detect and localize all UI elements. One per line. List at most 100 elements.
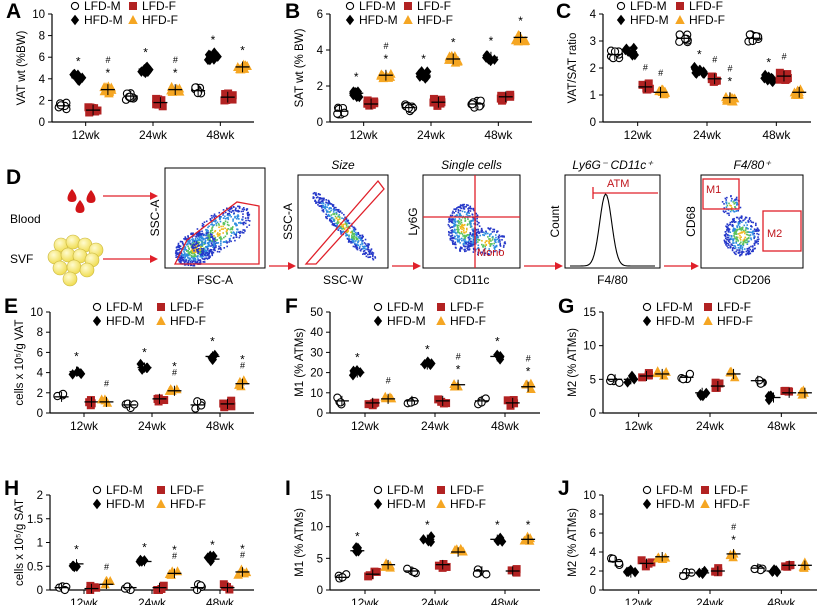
event-dot xyxy=(477,228,479,231)
event-dot xyxy=(188,247,190,249)
event-dot xyxy=(203,247,205,249)
event-dot xyxy=(192,249,194,252)
event-dot xyxy=(324,204,327,206)
point-hfd-m xyxy=(629,42,638,54)
point-lfd-m xyxy=(750,564,759,574)
event-dot xyxy=(449,227,452,229)
event-dot xyxy=(736,225,738,227)
event-dot xyxy=(454,243,457,246)
event-dot xyxy=(175,249,178,251)
event-dot xyxy=(193,240,196,243)
event-dot xyxy=(457,210,460,212)
panel-label: J xyxy=(558,477,570,500)
event-dot xyxy=(331,204,334,206)
event-dot xyxy=(238,210,240,213)
event-dot xyxy=(746,243,749,245)
event-dot xyxy=(194,251,197,253)
event-dot xyxy=(226,229,228,232)
event-dot xyxy=(729,246,732,248)
event-dot xyxy=(204,254,207,256)
event-dot xyxy=(205,252,207,254)
event-dot xyxy=(750,225,752,227)
y-tick-label: 6 xyxy=(590,528,596,540)
event-dot xyxy=(476,214,479,217)
event-dot xyxy=(234,215,236,218)
event-dot xyxy=(367,246,370,248)
event-dot xyxy=(463,203,466,206)
event-dot xyxy=(200,255,203,258)
event-dot xyxy=(183,261,186,264)
event-dot xyxy=(350,240,352,243)
event-dot xyxy=(195,243,197,245)
event-dot xyxy=(454,241,457,244)
event-dot xyxy=(739,247,741,250)
event-dot xyxy=(448,217,451,220)
event-dot xyxy=(207,253,209,256)
y-tick-label: 2 xyxy=(39,95,45,107)
event-dot xyxy=(726,238,728,241)
legend-label: LFD-F xyxy=(170,483,204,497)
event-dot xyxy=(744,239,746,242)
significance-hash: # xyxy=(173,55,179,65)
event-dot xyxy=(454,210,457,212)
event-dot xyxy=(199,243,202,246)
event-dot xyxy=(459,225,462,228)
event-dot xyxy=(359,234,362,237)
event-dot xyxy=(322,200,324,203)
event-dot xyxy=(181,242,184,245)
arrow-head xyxy=(691,262,699,270)
point-hfd-f xyxy=(526,383,536,393)
event-dot xyxy=(219,232,221,235)
event-dot xyxy=(467,218,469,220)
event-dot xyxy=(202,261,205,263)
event-dot xyxy=(451,239,453,242)
y-tick-label: 10 xyxy=(30,307,43,319)
significance-star: * xyxy=(74,543,79,557)
event-dot xyxy=(193,250,195,252)
event-dot xyxy=(222,228,224,230)
event-dot xyxy=(352,237,354,240)
svf-label: SVF xyxy=(10,252,33,266)
event-dot xyxy=(476,231,478,234)
event-dot xyxy=(488,241,490,243)
event-dot xyxy=(218,250,221,253)
event-dot xyxy=(331,221,333,223)
event-dot xyxy=(214,215,216,217)
event-dot xyxy=(498,251,501,253)
event-dot xyxy=(192,246,194,249)
event-dot xyxy=(332,213,334,215)
event-dot xyxy=(193,252,195,255)
event-dot xyxy=(724,242,726,244)
event-dot xyxy=(459,215,461,217)
event-dot xyxy=(470,242,472,245)
event-dot xyxy=(748,250,751,253)
legend-label: LFD-M xyxy=(359,0,396,13)
event-dot xyxy=(212,215,215,217)
event-dot xyxy=(215,215,217,218)
event-dot xyxy=(213,235,215,237)
event-dot xyxy=(179,257,182,259)
event-dot xyxy=(319,198,322,200)
event-dot xyxy=(488,248,490,250)
event-dot xyxy=(196,242,199,245)
event-dot xyxy=(356,246,358,249)
legend-marker xyxy=(156,316,166,326)
event-dot xyxy=(342,226,345,229)
point-lfd-f xyxy=(225,585,234,594)
event-dot xyxy=(472,237,475,239)
event-dot xyxy=(235,231,238,233)
legend-label: HFD-F xyxy=(450,497,486,511)
event-dot xyxy=(241,208,244,210)
event-dot xyxy=(732,210,735,212)
event-dot xyxy=(233,233,236,235)
event-dot xyxy=(746,224,749,226)
event-dot xyxy=(456,234,458,237)
event-dot xyxy=(235,236,238,238)
event-dot xyxy=(353,240,355,242)
event-dot xyxy=(477,241,479,243)
event-dot xyxy=(458,239,461,242)
event-dot xyxy=(365,252,368,254)
event-dot xyxy=(214,239,217,242)
event-dot xyxy=(238,207,241,209)
